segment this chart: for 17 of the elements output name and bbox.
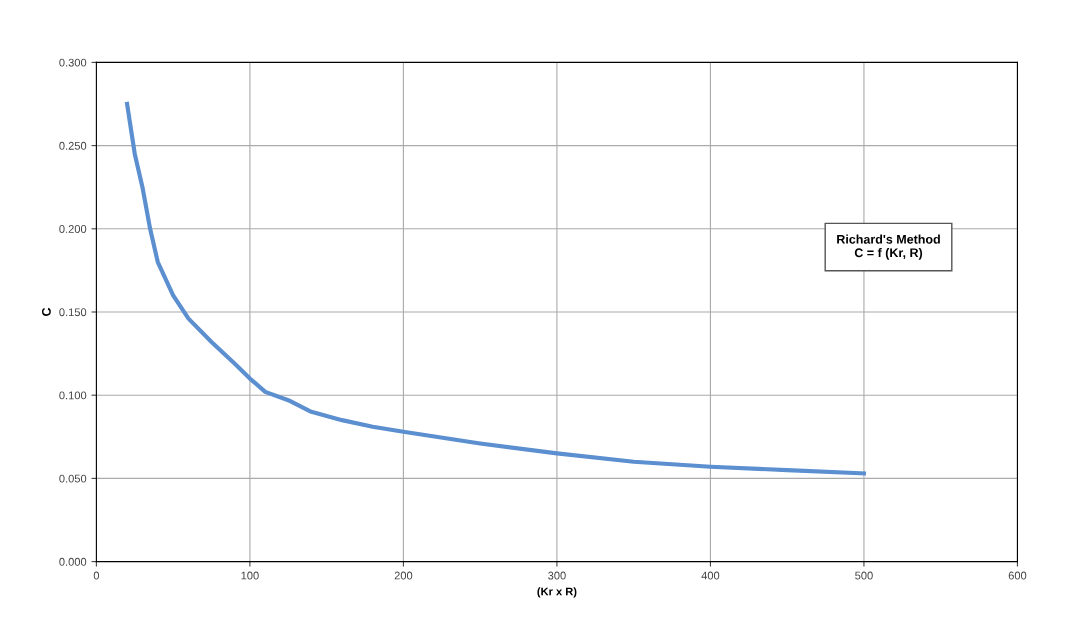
x-tick-label: 300 [548,571,566,580]
x-tick-label: 400 [701,571,720,580]
y-tick-label: 0.300 [59,58,87,67]
y-axis-title: C [41,307,51,316]
y-tick-label: 0.250 [59,141,87,150]
x-tick-label: 100 [241,571,259,580]
x-tick-label: 600 [1008,571,1027,580]
x-tick-label: 200 [394,571,413,580]
x-axis-title: (Kr x R) [537,587,577,598]
annotation: Richard's Method C = f (Kr, R) [837,234,940,260]
y-tick-label: 0.050 [59,474,87,483]
x-tick-label: 500 [855,571,873,580]
y-tick-label: 0.200 [59,225,87,233]
y-tick-label: 0.150 [59,308,87,317]
x-tick-label: 0 [93,571,100,580]
y-tick-label: 0.100 [59,391,87,400]
y-tick-label: 0.000 [59,557,87,566]
